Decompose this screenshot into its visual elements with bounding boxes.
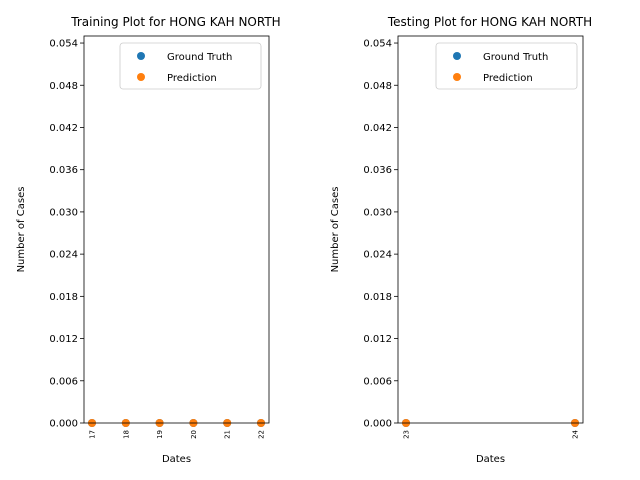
x-tick-label: 20 <box>190 430 198 439</box>
x-axis-label: Dates <box>162 454 191 465</box>
legend: Ground Truth Prediction <box>435 42 578 90</box>
y-tick-label: 0.054 <box>363 39 392 50</box>
plot-frame <box>397 35 584 424</box>
prediction-legend-marker <box>453 73 461 81</box>
y-tick-label: 0.018 <box>49 292 78 303</box>
plot-title: Testing Plot for HONG KAH NORTH <box>387 15 592 29</box>
plot-frame <box>83 35 270 424</box>
y-tick-label: 0.036 <box>363 165 392 176</box>
y-tick-label: 0.000 <box>363 419 392 430</box>
y-tick-label: 0.030 <box>49 207 78 218</box>
x-tick-label: 23 <box>403 430 411 439</box>
y-tick-label: 0.006 <box>363 376 392 387</box>
testing-plot: Testing Plot for HONG KAH NORTH 0.000 0.00… <box>330 15 592 465</box>
x-axis-label: Dates <box>476 454 505 465</box>
prediction-legend-marker <box>137 73 145 81</box>
training-plot: Training Plot for HONG KAH NORTH 0.000 0.0… <box>16 15 281 465</box>
legend: Ground Truth Prediction <box>119 42 262 90</box>
y-tick-label: 0.018 <box>363 292 392 303</box>
y-tick-label: 0.042 <box>363 123 392 134</box>
y-axis-label: Number of Cases <box>16 187 27 273</box>
ground-truth-legend-marker <box>453 52 461 60</box>
y-tick-label: 0.000 <box>49 419 78 430</box>
y-tick-label: 0.036 <box>49 165 78 176</box>
legend-box <box>435 42 578 90</box>
y-tick-label: 0.048 <box>363 81 392 92</box>
y-tick-label: 0.048 <box>49 81 78 92</box>
y-axis-label: Number of Cases <box>330 187 341 273</box>
y-tick-label: 0.006 <box>49 376 78 387</box>
y-tick-label: 0.024 <box>363 250 392 261</box>
legend-label: Ground Truth <box>167 52 232 63</box>
legend-label: Ground Truth <box>483 52 548 63</box>
x-tick-label: 17 <box>89 430 97 439</box>
legend-box <box>119 42 262 90</box>
x-tick-label: 24 <box>572 429 580 438</box>
x-tick-label: 21 <box>224 430 232 439</box>
y-tick-label: 0.054 <box>49 39 78 50</box>
y-tick-label: 0.012 <box>363 334 392 345</box>
legend-label: Prediction <box>483 73 533 84</box>
x-tick-label: 19 <box>156 430 164 439</box>
x-tick-label: 22 <box>258 430 266 439</box>
y-tick-label: 0.024 <box>49 250 78 261</box>
y-tick-label: 0.012 <box>49 334 78 345</box>
plot-title: Training Plot for HONG KAH NORTH <box>70 15 280 29</box>
x-tick-label: 18 <box>122 430 130 439</box>
y-tick-label: 0.030 <box>363 207 392 218</box>
ground-truth-legend-marker <box>137 52 145 60</box>
legend-label: Prediction <box>167 73 217 84</box>
y-tick-label: 0.042 <box>49 123 78 134</box>
